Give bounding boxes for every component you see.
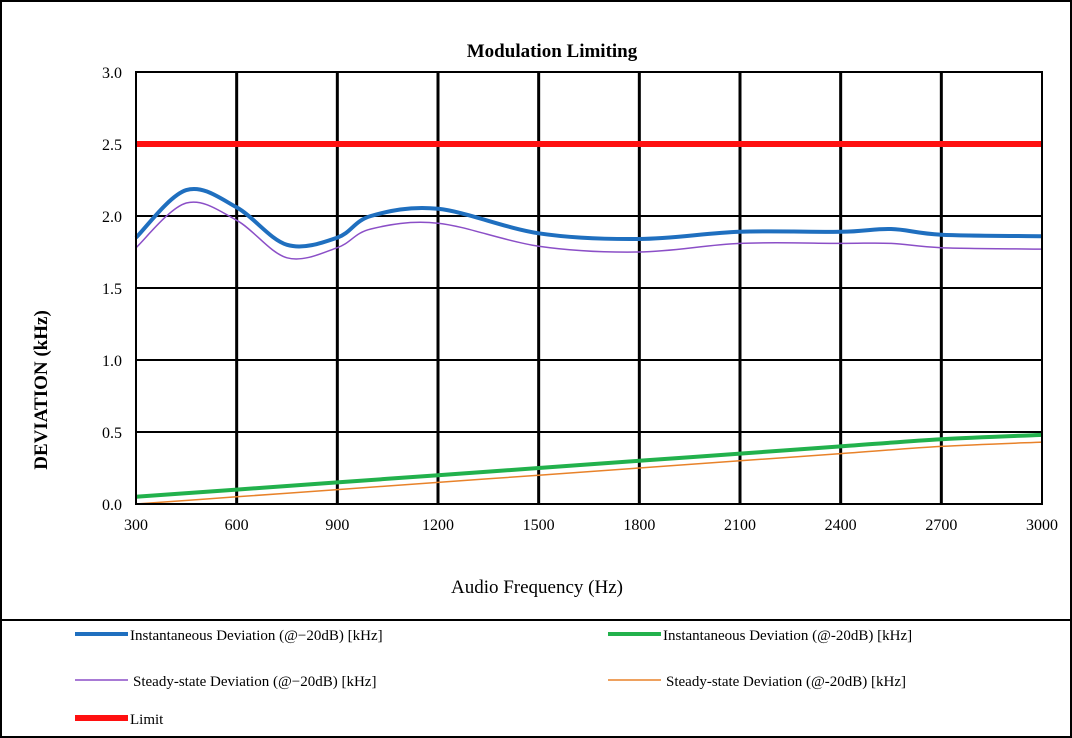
legend-item-3: Steady-state Deviation (@-20dB) [kHz] <box>608 674 906 690</box>
x-tick-labels: 300 600 900 1200 1500 1800 2100 2400 2700 3000 <box>124 517 1058 534</box>
x-tick-label: 300 <box>124 517 148 534</box>
legend-label-0: Instantaneous Deviation (@−20dB) [kHz] <box>130 628 383 644</box>
series-instantaneous-20db-line <box>135 432 1043 499</box>
x-tick-label: 2400 <box>825 517 857 534</box>
legend-label-4: Limit <box>130 712 164 728</box>
series-instantaneous-minus20db-line <box>134 187 1043 249</box>
series-layer <box>134 141 1043 505</box>
y-axis-label: DEVIATION (kHz) <box>31 310 52 470</box>
y-tick-labels: 0.0 0.5 1.0 1.5 2.0 2.5 3.0 <box>102 65 122 514</box>
legend: Instantaneous Deviation (@−20dB) [kHz] I… <box>75 628 912 728</box>
legend-item-1: Instantaneous Deviation (@-20dB) [kHz] <box>608 628 912 644</box>
x-tick-label: 1500 <box>523 517 555 534</box>
x-tick-label: 2100 <box>724 517 756 534</box>
x-tick-label: 1800 <box>623 517 655 534</box>
chart-title: Modulation Limiting <box>467 41 638 62</box>
legend-item-2: Steady-state Deviation (@−20dB) [kHz] <box>75 674 376 690</box>
y-tick-label: 3.0 <box>102 65 122 82</box>
series-steady-state-20db-line <box>135 441 1043 505</box>
series-steady-state-minus20db-line <box>135 201 1043 260</box>
legend-label-3: Steady-state Deviation (@-20dB) [kHz] <box>666 674 906 690</box>
legend-item-0: Instantaneous Deviation (@−20dB) [kHz] <box>75 628 383 644</box>
legend-label-2: Steady-state Deviation (@−20dB) [kHz] <box>133 674 376 690</box>
y-tick-label: 2.5 <box>102 137 122 154</box>
y-tick-label: 0.5 <box>102 425 122 442</box>
x-tick-label: 3000 <box>1026 517 1058 534</box>
legend-label-1: Instantaneous Deviation (@-20dB) [kHz] <box>663 628 912 644</box>
y-tick-label: 1.0 <box>102 353 122 370</box>
y-tick-label: 0.0 <box>102 497 122 514</box>
y-tick-label: 2.0 <box>102 209 122 226</box>
x-tick-label: 2700 <box>925 517 957 534</box>
y-tick-label: 1.5 <box>102 281 122 298</box>
x-axis-label: Audio Frequency (Hz) <box>451 577 623 598</box>
plot-border <box>135 71 1043 505</box>
x-tick-label: 900 <box>325 517 349 534</box>
x-tick-label: 1200 <box>422 517 454 534</box>
plot-area <box>134 71 1043 505</box>
x-tick-label: 600 <box>225 517 249 534</box>
legend-item-4: Limit <box>75 712 164 728</box>
